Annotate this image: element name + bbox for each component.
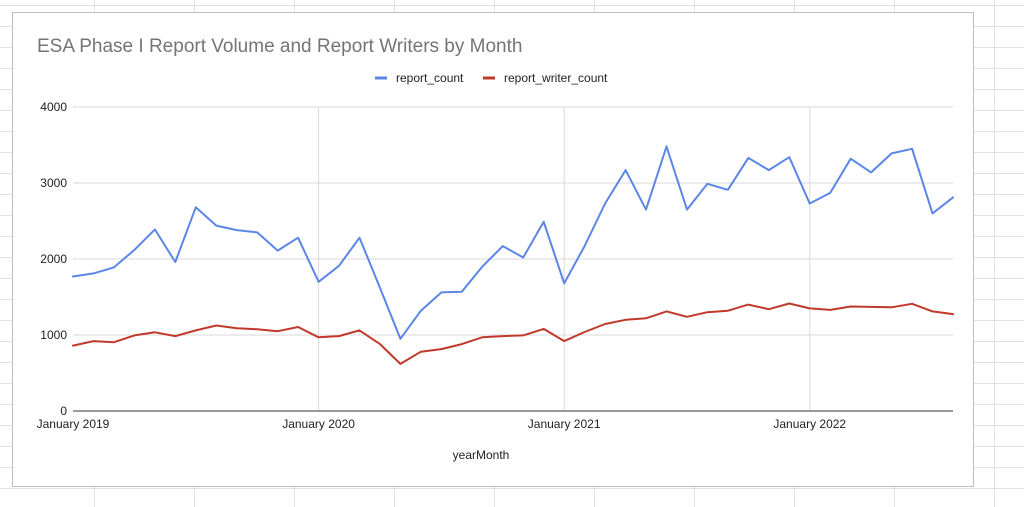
series-lines: [72, 145, 954, 365]
gridlines: [73, 106, 953, 412]
legend: report_count report_writer_count: [375, 71, 608, 85]
y-axis-ticks: 0 1000 2000 3000 4000: [40, 100, 67, 418]
legend-label-report-writer-count: report_writer_count: [504, 71, 608, 85]
x-tick-label: January 2019: [37, 417, 110, 431]
line-chart: ESA Phase I Report Volume and Report Wri…: [37, 36, 954, 462]
series-line-report-writer-count[interactable]: [72, 302, 954, 365]
series-line-report-count[interactable]: [72, 145, 954, 340]
y-tick-label: 0: [60, 404, 67, 418]
x-tick-label: January 2022: [773, 417, 846, 431]
x-axis-ticks: January 2019 January 2020 January 2021 Janu…: [37, 417, 847, 431]
legend-label-report-count: report_count: [396, 71, 464, 85]
chart-container[interactable]: ESA Phase I Report Volume and Report Wri…: [12, 12, 974, 487]
x-tick-label: January 2021: [528, 417, 601, 431]
x-axis-title: yearMonth: [453, 448, 510, 462]
y-tick-label: 1000: [40, 328, 67, 342]
y-tick-label: 3000: [40, 176, 67, 190]
chart-title: ESA Phase I Report Volume and Report Wri…: [37, 36, 522, 57]
x-tick-label: January 2020: [282, 417, 355, 431]
y-tick-label: 2000: [40, 252, 67, 266]
y-tick-label: 4000: [40, 100, 67, 114]
